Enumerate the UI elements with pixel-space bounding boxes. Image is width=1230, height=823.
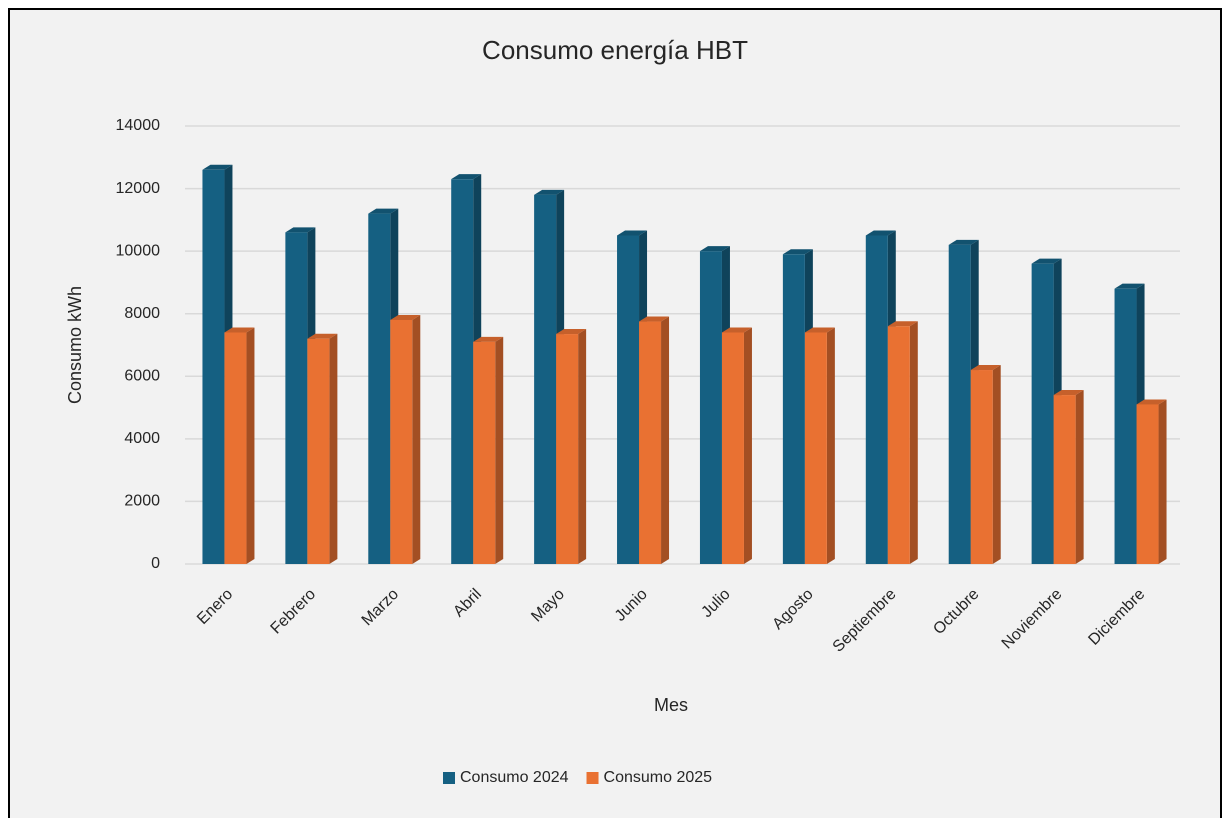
bar-top bbox=[804, 327, 835, 333]
y-tick-label: 0 bbox=[151, 555, 160, 572]
bar-top bbox=[948, 239, 979, 245]
bar bbox=[970, 365, 1001, 564]
y-tick-label: 8000 bbox=[124, 305, 160, 322]
bar bbox=[224, 327, 255, 564]
x-axis-label: Mes bbox=[654, 695, 688, 715]
bar-side bbox=[578, 329, 587, 564]
bar-front bbox=[639, 321, 662, 564]
bar-front bbox=[782, 254, 805, 564]
bar-side bbox=[1158, 399, 1167, 564]
bar bbox=[473, 336, 504, 564]
bar-side bbox=[909, 321, 918, 564]
y-tick-label: 12000 bbox=[116, 180, 161, 197]
bar-top bbox=[970, 365, 1001, 371]
bar-top bbox=[390, 314, 421, 320]
bar-front bbox=[556, 334, 579, 564]
y-tick-label: 14000 bbox=[116, 117, 161, 134]
bar-side bbox=[329, 333, 338, 564]
bar-front bbox=[1031, 263, 1054, 564]
bar-front bbox=[473, 341, 496, 564]
legend-swatch bbox=[443, 772, 455, 784]
bar-front bbox=[804, 332, 827, 564]
bar-top bbox=[451, 174, 482, 180]
y-axis-label: Consumo kWh bbox=[65, 286, 85, 404]
bar-top bbox=[617, 230, 648, 236]
bar-top bbox=[1031, 258, 1062, 264]
bar-top bbox=[865, 230, 896, 236]
bar-front bbox=[1114, 288, 1137, 564]
bar-side bbox=[495, 336, 504, 564]
bar-front bbox=[285, 232, 308, 564]
bar-side bbox=[992, 365, 1001, 564]
bar-top bbox=[285, 227, 316, 233]
bar-front bbox=[390, 319, 413, 564]
bar-front bbox=[224, 332, 247, 564]
y-tick-label: 4000 bbox=[124, 430, 160, 447]
bar-top bbox=[1053, 390, 1084, 396]
legend-label: Consumo 2025 bbox=[604, 769, 713, 786]
bar-top bbox=[473, 336, 504, 342]
bar-front bbox=[1136, 404, 1159, 564]
bar-top bbox=[782, 249, 813, 255]
bar-top bbox=[639, 316, 670, 322]
bar bbox=[639, 316, 670, 564]
bar-front bbox=[451, 179, 474, 564]
bar bbox=[307, 333, 338, 564]
bar-side bbox=[661, 316, 670, 564]
y-tick-label: 2000 bbox=[124, 493, 160, 510]
bar-top bbox=[368, 208, 399, 214]
bar-top bbox=[699, 246, 730, 252]
y-tick-label: 6000 bbox=[124, 368, 160, 385]
bar bbox=[804, 327, 835, 564]
bar bbox=[887, 321, 918, 564]
bar bbox=[390, 314, 421, 564]
bar-front bbox=[368, 213, 391, 564]
bar-side bbox=[246, 327, 255, 564]
bar bbox=[721, 327, 752, 564]
bar-top bbox=[202, 164, 233, 170]
bar-front bbox=[721, 332, 744, 564]
bar-front bbox=[865, 235, 888, 564]
bar-top bbox=[534, 189, 565, 195]
bar bbox=[1136, 399, 1167, 564]
bar-front bbox=[887, 326, 910, 564]
bar bbox=[1053, 390, 1084, 564]
bar-front bbox=[1053, 395, 1076, 564]
bar-top bbox=[224, 327, 255, 333]
bar-top bbox=[556, 329, 587, 335]
bar-front bbox=[202, 169, 225, 565]
bar-front bbox=[970, 370, 993, 564]
bar-top bbox=[1114, 283, 1145, 289]
bar-front bbox=[948, 244, 971, 564]
bar-front bbox=[307, 338, 330, 564]
bar-front bbox=[534, 194, 557, 565]
y-tick-label: 10000 bbox=[116, 242, 161, 259]
legend-label: Consumo 2024 bbox=[460, 769, 569, 786]
bar-side bbox=[412, 314, 421, 564]
bar-side bbox=[743, 327, 752, 564]
bar-front bbox=[699, 251, 722, 564]
bar-side bbox=[826, 327, 835, 564]
bar-top bbox=[1136, 399, 1167, 405]
bar-top bbox=[721, 327, 752, 333]
bar bbox=[556, 329, 587, 564]
bar-side bbox=[1075, 390, 1084, 564]
chart-title: Consumo energía HBT bbox=[482, 35, 748, 65]
bar-top bbox=[887, 321, 918, 327]
bar-top bbox=[307, 333, 338, 339]
bar-front bbox=[617, 235, 640, 564]
legend-swatch bbox=[586, 772, 599, 784]
